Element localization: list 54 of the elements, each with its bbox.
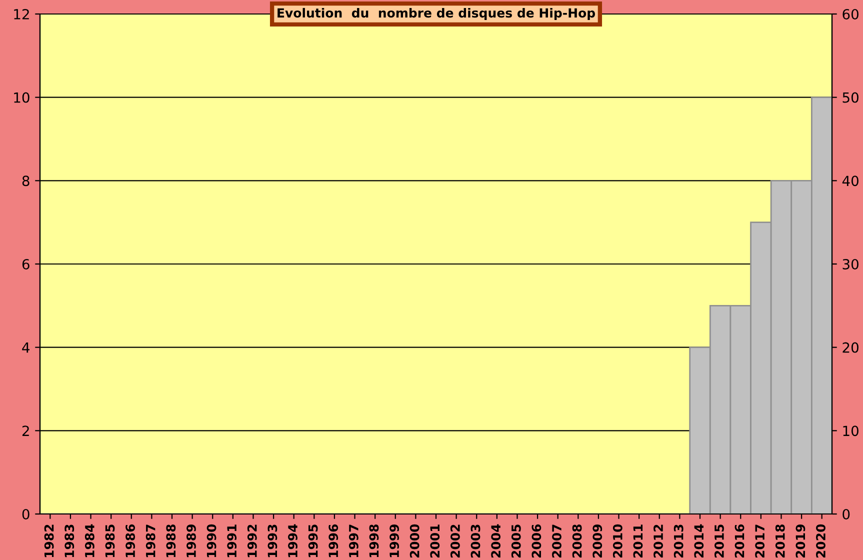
x-tick-label: 1995 (308, 524, 318, 558)
x-tick-label: 1993 (268, 524, 278, 558)
x-tick-label: 2008 (572, 524, 582, 558)
x-tick-label: 1991 (227, 524, 237, 558)
x-tick-label: 1989 (186, 524, 196, 558)
x-tick-label: 2002 (450, 524, 460, 558)
x-tick-label: 1984 (84, 524, 94, 558)
x-tick-label: 2001 (430, 524, 440, 558)
x-tick-label: 2010 (612, 524, 622, 558)
x-tick-label: 1999 (390, 524, 400, 558)
x-tick-label: 1998 (369, 524, 379, 558)
y-tick-label: 8 (22, 176, 30, 186)
x-tick-label: 2011 (633, 524, 643, 558)
x-tick-label: 1996 (328, 524, 338, 558)
x-tick-label: 2004 (491, 524, 501, 558)
y2-tick-label: 0 (842, 508, 850, 520)
chart-title: Evolution du nombre de disques de Hip-Hop (278, 8, 596, 20)
x-tick-label: 2013 (674, 524, 684, 558)
x-tick-label: 1997 (348, 524, 358, 558)
x-tick-label: 2014 (694, 524, 704, 558)
y2-tick-label: 40 (842, 176, 858, 186)
x-tick-label: 1994 (288, 524, 298, 558)
x-tick-label: 2009 (592, 524, 602, 558)
y2-tick-label: 10 (843, 426, 858, 436)
x-tick-label: 2007 (552, 524, 562, 558)
x-tick-label: 1985 (105, 524, 115, 558)
x-tick-label: 2015 (714, 524, 724, 558)
x-tick-label: 2000 (410, 524, 420, 558)
x-tick-label: 1990 (206, 524, 216, 558)
x-tick-label: 1988 (166, 524, 176, 558)
y-tick-label: 10 (14, 92, 30, 103)
x-tick-label: 1986 (126, 524, 136, 558)
x-tick-label: 1987 (146, 524, 156, 558)
y2-tick-label: 30 (842, 258, 858, 270)
x-tick-label: 2018 (775, 524, 785, 558)
x-tick-label: 2017 (755, 524, 765, 558)
x-tick-label: 1982 (44, 524, 54, 558)
x-tick-label: 1992 (247, 524, 257, 558)
y2-tick-label: 20 (842, 342, 858, 353)
x-tick-label: 2019 (796, 524, 806, 558)
y-tick-label: 12 (14, 8, 29, 20)
y-tick-label: 2 (22, 426, 29, 436)
y-tick-label: 0 (22, 508, 30, 520)
x-tick-label: 1983 (64, 524, 74, 558)
y-tick-label: 6 (22, 258, 30, 270)
x-tick-label: 2006 (532, 524, 542, 558)
x-tick-label: 2016 (734, 524, 744, 558)
x-tick-label: 2012 (654, 524, 664, 558)
x-tick-label: 2020 (816, 524, 826, 558)
y2-tick-label: 60 (842, 8, 858, 20)
x-tick-label: 2003 (470, 524, 480, 558)
x-tick-label: 2005 (511, 524, 521, 558)
y-tick-label: 4 (22, 342, 30, 353)
y2-tick-label: 50 (842, 92, 858, 103)
